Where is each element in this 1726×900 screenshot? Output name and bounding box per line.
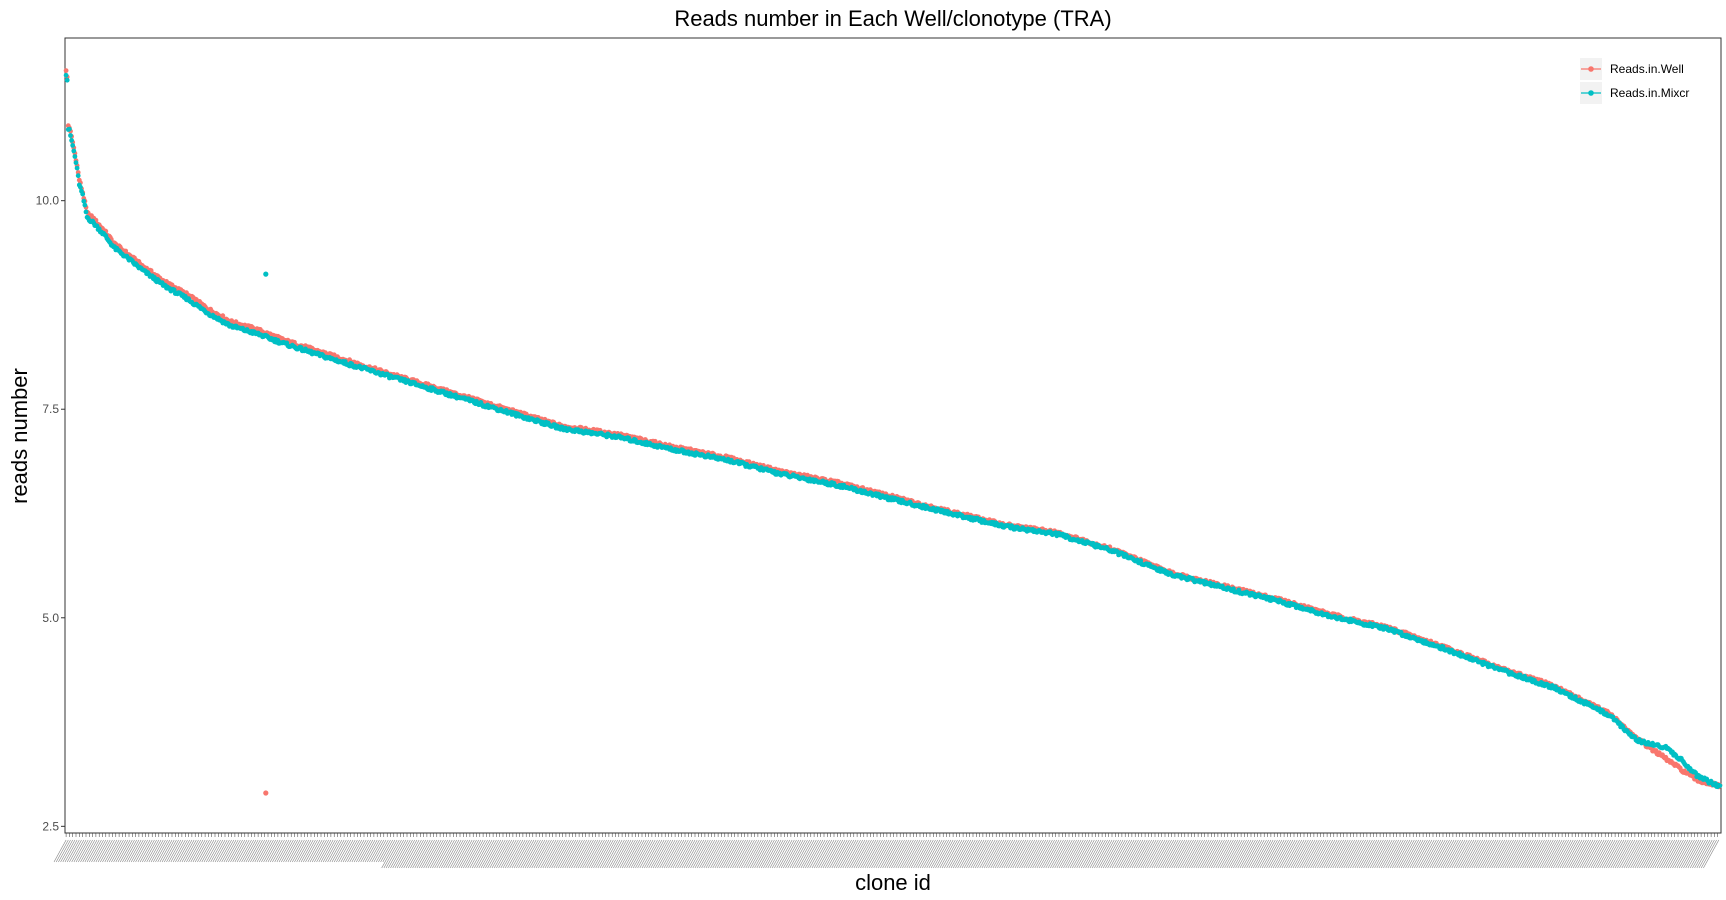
y-axis: 2.5 5.0 7.5 10.0 (36, 194, 65, 833)
legend-key-well-point (1588, 66, 1594, 72)
data-point (71, 148, 77, 154)
data-point (81, 198, 87, 204)
data-point (78, 184, 83, 190)
x-tick-marks (65, 833, 1718, 837)
data-point (75, 173, 81, 179)
data-point (1138, 558, 1144, 564)
data-point (1717, 783, 1723, 788)
legend-key-mixcr-point (1588, 90, 1594, 96)
y-tick-label: 10.0 (36, 194, 60, 208)
data-point (69, 138, 74, 143)
x-axis-title: clone id (855, 870, 931, 895)
data-point-outlier (263, 271, 269, 277)
plot-panel (64, 37, 1722, 834)
legend-label-mixcr: Reads.in.Mixcr (1610, 86, 1689, 100)
data-point (67, 126, 72, 132)
x-tick-label-band (53, 839, 1720, 869)
y-tick-label: 5.0 (42, 611, 59, 625)
data-point (82, 202, 88, 208)
data-point (73, 160, 79, 166)
y-tick-label: 2.5 (42, 819, 59, 833)
chart-title: Reads number in Each Well/clonotype (TRA… (674, 6, 1111, 31)
legend-label-well: Reads.in.Well (1610, 62, 1684, 76)
data-point (63, 68, 69, 73)
series-Reads.in.Mixcr (63, 72, 1723, 790)
data-point (68, 133, 73, 138)
data-points (63, 68, 1723, 796)
data-point (220, 313, 226, 319)
data-point (83, 209, 89, 215)
y-axis-title: reads number (7, 368, 32, 504)
data-point (70, 143, 76, 148)
data-point (63, 72, 69, 78)
y-tick-label: 7.5 (42, 402, 59, 416)
x-axis-tick-labels (53, 839, 1720, 869)
legend: Reads.in.Well Reads.in.Mixcr (1580, 58, 1689, 104)
data-point-outlier (263, 790, 269, 796)
data-point (80, 191, 86, 197)
data-point (72, 154, 78, 159)
x-axis-ticks (65, 833, 1718, 837)
data-point (64, 77, 70, 83)
data-point (74, 165, 80, 171)
